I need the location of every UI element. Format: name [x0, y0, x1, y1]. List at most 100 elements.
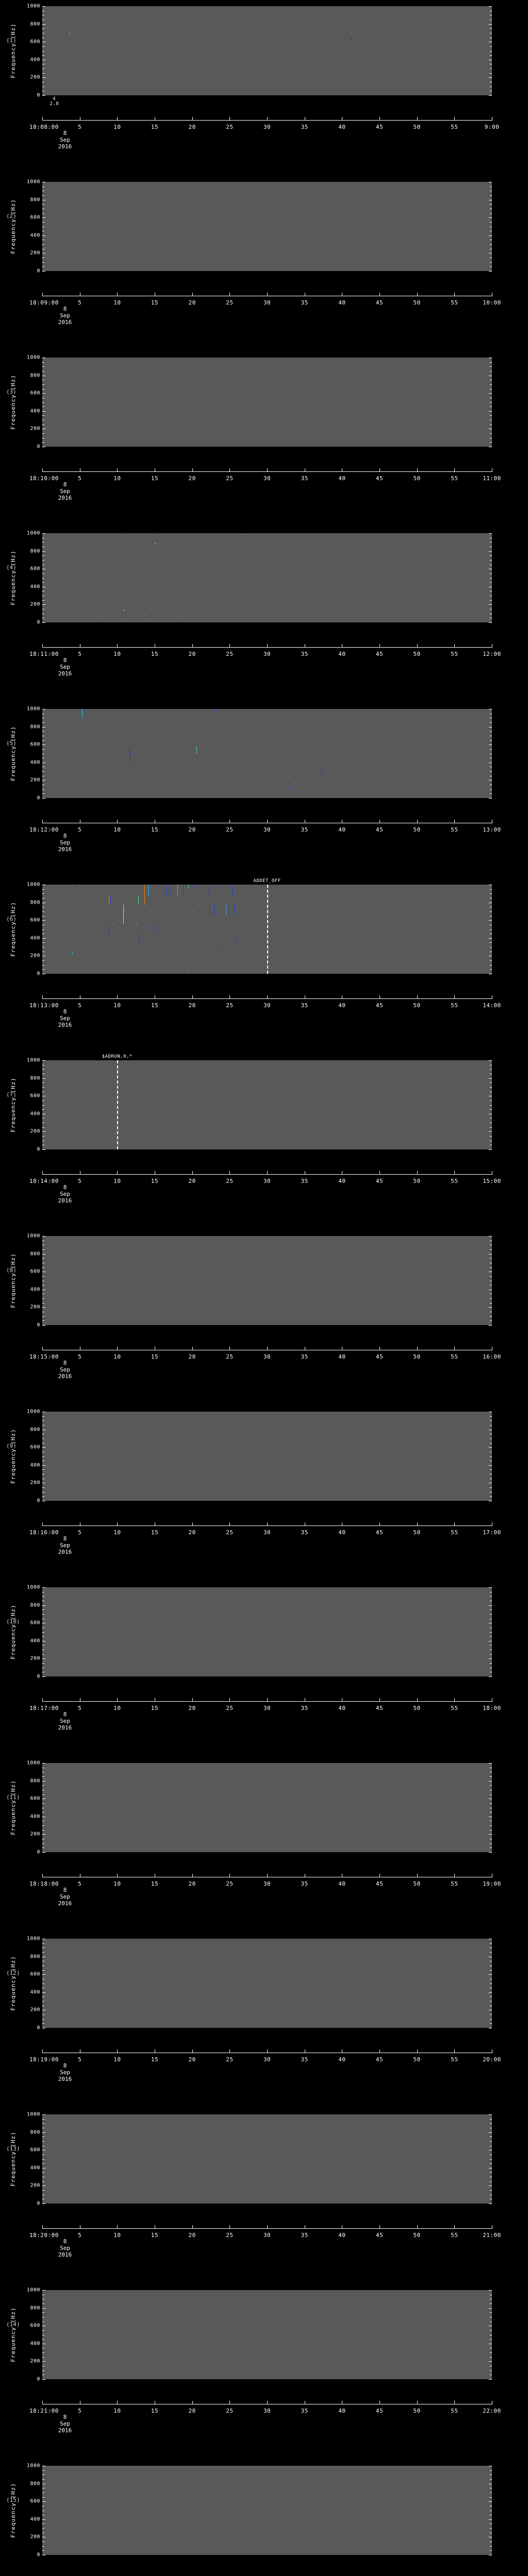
x-tick-mark [117, 117, 118, 121]
y-tick-labels: 0 200 400 600 800 1000 [14, 1760, 40, 1855]
y-tick-label: 0 [37, 1498, 40, 1504]
y-tick-mark-right [490, 406, 492, 408]
plot-area[interactable] [42, 1236, 492, 1325]
y-tick-mark [42, 1149, 45, 1150]
x-tick-label: 45 [375, 1880, 384, 1887]
x-tick-label: 25 [226, 1353, 234, 1360]
x-tick-mark [42, 995, 43, 999]
y-tick-label: 400 [30, 1814, 40, 1820]
x-tick-label: 50 [413, 2056, 421, 2063]
y-tick-mark [42, 542, 44, 543]
plot-area[interactable] [42, 358, 492, 447]
plot-area[interactable] [42, 2114, 492, 2204]
plot-area[interactable] [42, 2466, 492, 2555]
y-tick-mark-right [489, 604, 492, 605]
x-tick-label: 18:21:00 [29, 2408, 59, 2414]
detection-trace [155, 885, 156, 888]
y-tick-mark [42, 578, 44, 579]
x-tick-mark [454, 995, 455, 999]
detection-trace [234, 904, 235, 914]
y-tick-mark [42, 1100, 44, 1101]
y-tick-mark [42, 1087, 44, 1088]
y-tick-label: 600 [30, 214, 40, 221]
y-tick-mark [42, 1438, 44, 1439]
y-tick-mark-right [490, 1609, 492, 1611]
panel-index-label: (2) [6, 213, 16, 219]
y-tick-mark-right [490, 2370, 492, 2371]
x-axis-date-part: 8 [63, 481, 67, 488]
y-tick-mark-right [490, 1829, 492, 1831]
x-axis-date-part: Sep [60, 1718, 70, 1724]
x-axis-date-stack: 8 Sep 2016 [50, 1008, 80, 1028]
x-axis-date-part: 2016 [58, 1724, 72, 1731]
x-tick-label: 5 [78, 826, 82, 833]
y-tick-mark-right [490, 266, 492, 267]
y-tick-mark-right [490, 1654, 492, 1655]
x-tick-label: 45 [375, 1705, 384, 1711]
spectrogram-panel: (9) Frequency (Hz) 0 200 400 600 800 1000 18:16:… [0, 1405, 528, 1581]
detection-trace [110, 896, 111, 905]
y-tick-mark [42, 1276, 44, 1277]
plot-area[interactable] [42, 1412, 492, 1501]
x-tick-label: 25 [226, 1529, 234, 1536]
y-tick-mark [42, 204, 44, 205]
x-tick-label: 45 [375, 2408, 384, 2414]
x-tick-mark [229, 2049, 230, 2053]
x-tick-mark [454, 2401, 455, 2404]
detection-trace [69, 31, 70, 34]
y-tick-mark-right [490, 2303, 492, 2304]
y-tick-mark-right [490, 1425, 492, 1426]
y-tick-mark-right [490, 1469, 492, 1470]
x-tick-mark [229, 117, 230, 121]
y-tick-label: 1000 [26, 354, 40, 361]
y-tick-mark-right [490, 2163, 492, 2164]
y-tick-mark-right [490, 2357, 492, 2358]
x-tick-label: 18:17:00 [29, 1705, 59, 1711]
y-tick-mark [42, 889, 44, 890]
y-tick-label: 1000 [26, 2287, 40, 2293]
x-tick-label: 14:00 [483, 1002, 501, 1009]
x-tick-label: 15 [151, 2056, 159, 2063]
y-tick-mark-right [490, 793, 492, 794]
y-tick-mark-right [490, 749, 492, 750]
y-tick-mark-right [489, 1852, 492, 1853]
plot-area[interactable] [42, 709, 492, 798]
x-tick-label: 18:08:00 [29, 124, 59, 130]
detection-trace [151, 614, 152, 617]
y-tick-mark-right [490, 1803, 492, 1804]
y-tick-mark-right [490, 1645, 492, 1646]
y-tick-mark [42, 2519, 45, 2520]
x-tick-label: 18:19:00 [29, 2056, 59, 2063]
x-tick-mark [192, 644, 193, 648]
plot-area[interactable] [42, 1939, 492, 2028]
y-tick-mark [42, 73, 44, 74]
y-tick-mark-right [490, 582, 492, 583]
x-tick-label: 30 [263, 475, 271, 482]
x-axis-date-part: 8 [63, 2062, 67, 2069]
plot-area[interactable] [42, 1587, 492, 1676]
panel-index-label: (4) [6, 564, 16, 571]
detection-trace [209, 904, 210, 916]
plot-area[interactable] [42, 182, 492, 271]
x-tick-mark [42, 468, 43, 472]
y-tick-mark-right [490, 2479, 492, 2480]
plot-area[interactable] [42, 533, 492, 622]
plot-area[interactable] [42, 6, 492, 95]
x-axis-date-part: Sep [60, 1366, 70, 1373]
x-tick-mark [192, 2401, 193, 2404]
y-tick-mark-right [489, 1131, 492, 1132]
y-tick-mark [42, 749, 44, 750]
y-tick-mark [42, 960, 44, 961]
plot-area[interactable] [42, 2290, 492, 2379]
y-tick-mark-right [489, 1307, 492, 1308]
plot-area[interactable] [42, 1763, 492, 1852]
x-tick-mark [192, 1171, 193, 1175]
plot-area[interactable] [42, 1060, 492, 1149]
x-tick-mark [267, 995, 268, 999]
panel-index-label: (13) [6, 2145, 20, 2152]
x-tick-label: 5 [78, 1178, 82, 1184]
y-tick-mark [42, 1082, 44, 1083]
y-tick-labels: 0 200 400 600 800 1000 [14, 179, 40, 274]
y-tick-mark [42, 1249, 44, 1250]
x-axis-date-part: 8 [63, 833, 67, 839]
